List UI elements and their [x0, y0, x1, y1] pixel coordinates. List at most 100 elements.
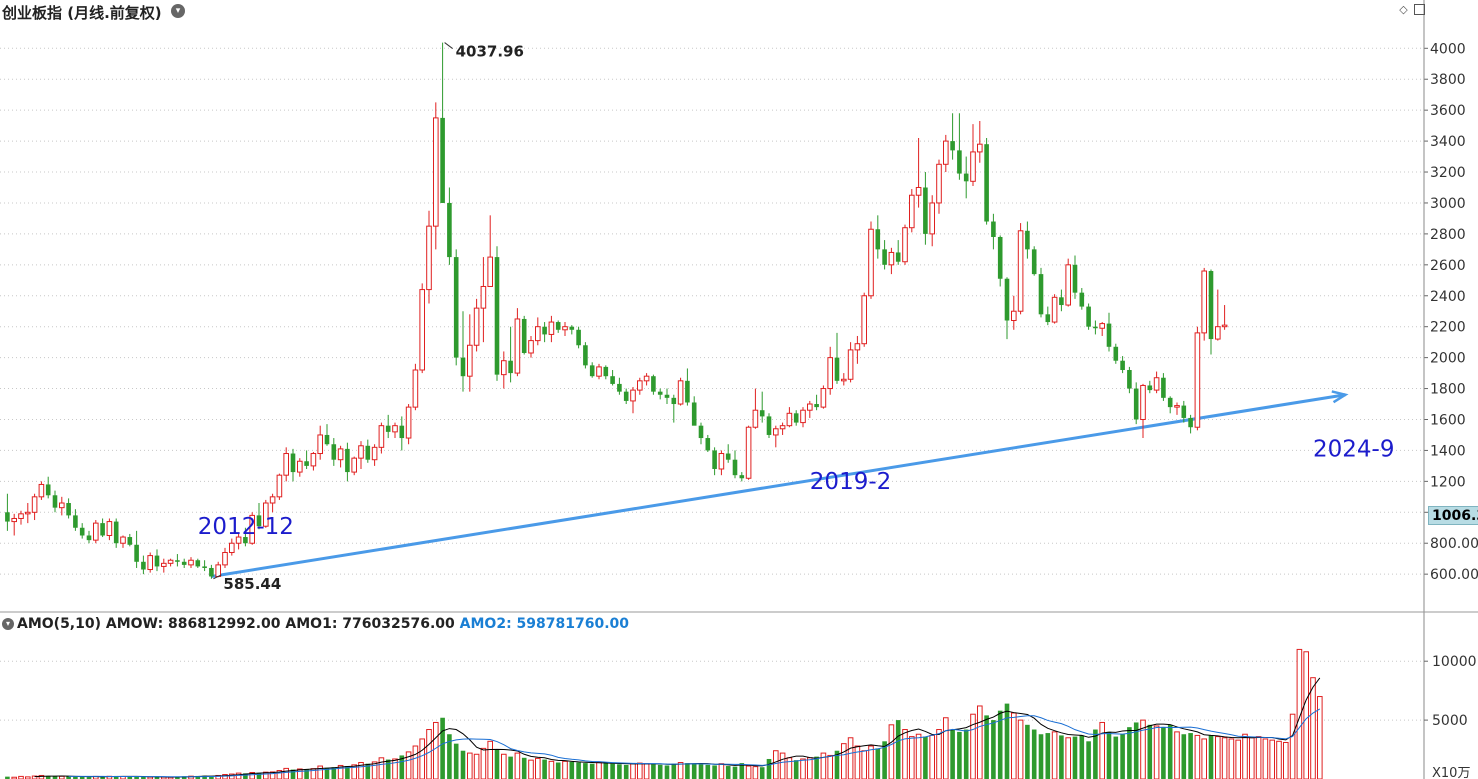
date-annotation-2012-12: 2012-12	[198, 514, 294, 540]
volume-bar	[1283, 741, 1289, 779]
volume-bar	[494, 749, 500, 779]
candle	[501, 351, 507, 389]
candle-body	[480, 285, 487, 309]
candle	[283, 447, 289, 482]
volume-bar	[1262, 738, 1269, 779]
candle-body	[147, 555, 153, 571]
candle-body	[1065, 264, 1072, 306]
candle-body	[1215, 326, 1221, 340]
candle-body	[79, 527, 85, 536]
candle	[779, 422, 786, 435]
candle	[820, 385, 827, 409]
candle-body	[59, 502, 65, 509]
candle	[1038, 267, 1044, 318]
volume-bar	[834, 750, 840, 779]
volume-bar	[1221, 737, 1228, 779]
candle	[1086, 303, 1091, 330]
candle	[5, 493, 10, 531]
candle	[467, 314, 473, 392]
candle	[752, 388, 759, 429]
price-tick-label: 3200	[1430, 165, 1466, 181]
candle-body	[1161, 377, 1166, 398]
candle-body	[943, 140, 949, 165]
candle	[875, 215, 881, 259]
volume-bar	[596, 762, 602, 779]
volume-bar	[950, 729, 955, 779]
candlesticks[interactable]	[5, 42, 1228, 579]
candle-body	[276, 474, 283, 498]
volume-bar	[1099, 721, 1106, 779]
candle-body	[256, 515, 262, 527]
volume-bar	[1113, 736, 1119, 779]
volume-moving-averages	[34, 677, 1321, 778]
candle	[249, 512, 255, 545]
volume-bar	[766, 758, 772, 779]
candle	[759, 391, 765, 423]
candle	[494, 246, 500, 381]
candle-body	[657, 391, 663, 395]
candle	[405, 404, 412, 445]
volume-bar	[1093, 729, 1098, 779]
candle	[521, 315, 527, 355]
candle-body	[528, 340, 534, 354]
volume-bar	[963, 729, 969, 779]
volume-bar	[31, 775, 38, 779]
volume-bar	[773, 750, 779, 779]
volume-tick-label: 5000	[1432, 713, 1468, 729]
candle-body	[113, 521, 119, 544]
candle-body	[167, 559, 174, 564]
candle-body	[800, 409, 806, 424]
candle	[167, 558, 174, 567]
candle	[480, 257, 487, 343]
volume-bar	[548, 760, 555, 779]
candle	[358, 441, 364, 469]
candle	[786, 407, 793, 428]
volume-bar	[847, 737, 854, 779]
volume-bar	[385, 759, 391, 779]
candle-body	[18, 513, 24, 519]
candle	[79, 523, 85, 539]
volume-bar	[923, 736, 928, 779]
candle	[915, 138, 922, 208]
candle	[1113, 343, 1119, 364]
candle-body	[1004, 278, 1010, 321]
volume-bar	[936, 729, 942, 779]
diamond-icon[interactable]: ◇	[1399, 3, 1408, 16]
candle-body	[1059, 297, 1064, 306]
candle-body	[1045, 314, 1051, 323]
volume-bar	[1051, 731, 1058, 779]
title-dropdown-icon[interactable]: ▾	[171, 4, 185, 18]
candle-body	[854, 343, 861, 351]
candle-body	[1093, 326, 1098, 329]
volume-bar	[440, 717, 445, 779]
volume-bar	[630, 763, 636, 779]
volume-bar	[222, 774, 228, 779]
volume-bar	[1310, 677, 1316, 779]
candle-body	[882, 249, 887, 265]
candle	[345, 442, 350, 482]
price-tick-label: 2000	[1430, 351, 1466, 367]
candle-body	[337, 448, 344, 461]
candle-body	[141, 561, 146, 570]
candle-body	[93, 522, 99, 541]
candle-body	[997, 236, 1003, 279]
candle	[991, 213, 996, 250]
indicator-settings-icon[interactable]: ▾	[2, 618, 14, 630]
candle	[671, 394, 677, 423]
candle	[562, 322, 568, 336]
candle-body	[263, 502, 269, 527]
restore-window-icon[interactable]	[1414, 4, 1425, 15]
candle	[984, 138, 989, 225]
price-tick-label: 2200	[1430, 320, 1466, 336]
volume-bar	[671, 763, 677, 779]
volume-bar	[569, 761, 575, 779]
volume-bar	[1208, 735, 1214, 779]
candle-body	[25, 511, 31, 515]
volume-bar	[1194, 734, 1201, 779]
volume-bars[interactable]	[5, 648, 1323, 779]
volume-bar	[73, 776, 78, 779]
candle	[276, 473, 283, 500]
candle	[324, 424, 330, 446]
